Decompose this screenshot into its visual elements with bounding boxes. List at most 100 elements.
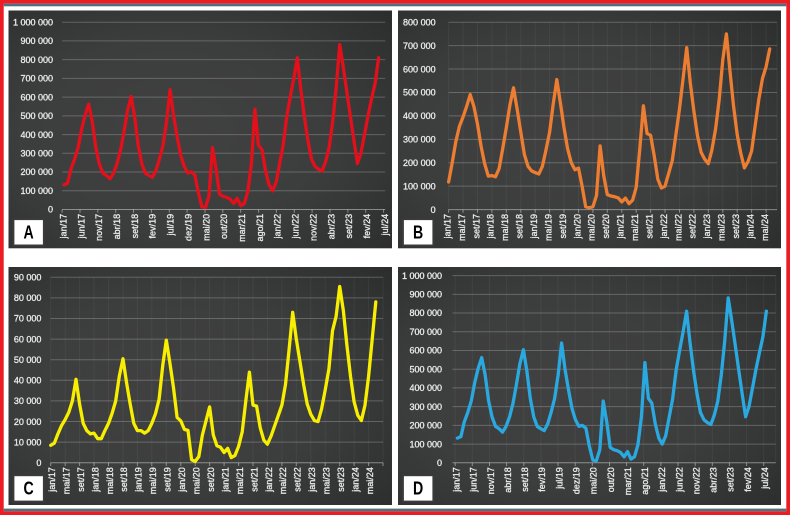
svg-text:jun/22: jun/22 xyxy=(291,214,301,240)
svg-text:mai/24: mai/24 xyxy=(760,214,770,241)
svg-text:700 000: 700 000 xyxy=(20,74,53,84)
svg-text:set/19: set/19 xyxy=(163,467,173,492)
svg-text:30 000: 30 000 xyxy=(14,396,42,406)
svg-text:nov/17: nov/17 xyxy=(486,467,496,494)
svg-text:set/22: set/22 xyxy=(688,214,698,239)
svg-text:set/23: set/23 xyxy=(731,214,741,239)
svg-text:600 000: 600 000 xyxy=(20,92,53,102)
svg-text:out/20: out/20 xyxy=(219,214,229,239)
svg-text:set/23: set/23 xyxy=(336,467,346,492)
svg-text:80 000: 80 000 xyxy=(14,293,42,303)
svg-text:jan/17: jan/17 xyxy=(58,214,68,240)
svg-text:set/23: set/23 xyxy=(726,467,736,492)
svg-text:set/20: set/20 xyxy=(601,214,611,239)
svg-text:jan/17: jan/17 xyxy=(47,467,57,493)
svg-text:fev/19: fev/19 xyxy=(537,467,547,492)
svg-text:jan/17: jan/17 xyxy=(442,214,452,240)
svg-text:mai/23: mai/23 xyxy=(322,467,332,494)
svg-text:jan/22: jan/22 xyxy=(657,467,667,493)
svg-text:100 000: 100 000 xyxy=(20,186,53,196)
svg-text:jan/19: jan/19 xyxy=(134,467,144,493)
svg-text:mai/22: mai/22 xyxy=(673,214,683,241)
svg-text:jul/24: jul/24 xyxy=(760,467,770,490)
svg-text:mai/18: mai/18 xyxy=(500,214,510,241)
svg-text:20 000: 20 000 xyxy=(14,417,42,427)
svg-text:A: A xyxy=(24,223,34,243)
svg-text:0: 0 xyxy=(36,458,41,468)
svg-text:jan/24: jan/24 xyxy=(350,467,360,493)
svg-text:300 000: 300 000 xyxy=(403,135,436,145)
svg-text:jan/24: jan/24 xyxy=(745,214,755,240)
svg-text:dez/19: dez/19 xyxy=(183,214,193,241)
svg-text:mai/17: mai/17 xyxy=(457,214,467,241)
svg-text:mai/23: mai/23 xyxy=(717,214,727,241)
svg-text:40 000: 40 000 xyxy=(14,376,42,386)
svg-text:600 000: 600 000 xyxy=(409,346,442,356)
svg-text:fev/24: fev/24 xyxy=(362,214,372,239)
svg-text:set/21: set/21 xyxy=(249,467,259,492)
svg-text:800 000: 800 000 xyxy=(20,55,53,65)
svg-text:500 000: 500 000 xyxy=(409,364,442,374)
svg-text:set/17: set/17 xyxy=(76,467,86,492)
svg-text:jul/19: jul/19 xyxy=(166,214,176,237)
svg-text:B: B xyxy=(413,223,423,243)
svg-text:dez/19: dez/19 xyxy=(572,467,582,494)
svg-text:mai/20: mai/20 xyxy=(192,467,202,494)
svg-text:mai/21: mai/21 xyxy=(235,467,245,494)
svg-text:jan/17: jan/17 xyxy=(452,467,462,493)
svg-text:700 000: 700 000 xyxy=(403,41,436,51)
svg-text:abr/23: abr/23 xyxy=(709,467,719,493)
svg-text:jan/22: jan/22 xyxy=(659,214,669,240)
svg-text:set/20: set/20 xyxy=(206,467,216,492)
svg-text:500 000: 500 000 xyxy=(403,88,436,98)
svg-text:100 000: 100 000 xyxy=(403,181,436,191)
svg-text:set/18: set/18 xyxy=(119,467,129,492)
svg-text:900 000: 900 000 xyxy=(409,290,442,300)
svg-text:700 000: 700 000 xyxy=(409,327,442,337)
svg-text:abr/18: abr/18 xyxy=(112,214,122,240)
svg-text:90 000: 90 000 xyxy=(14,272,42,282)
svg-text:mai/19: mai/19 xyxy=(148,467,158,494)
svg-text:nov/22: nov/22 xyxy=(308,214,318,241)
svg-text:set/22: set/22 xyxy=(293,467,303,492)
svg-text:jan/21: jan/21 xyxy=(616,214,626,240)
svg-text:mai/20: mai/20 xyxy=(589,467,599,494)
svg-text:set/17: set/17 xyxy=(471,214,481,239)
svg-text:mai/24: mai/24 xyxy=(365,467,375,494)
svg-text:set/18: set/18 xyxy=(130,214,140,239)
svg-text:jan/23: jan/23 xyxy=(702,214,712,240)
svg-text:set/18: set/18 xyxy=(515,214,525,239)
svg-text:jun/22: jun/22 xyxy=(674,467,684,493)
svg-text:10 000: 10 000 xyxy=(14,437,42,447)
svg-text:set/21: set/21 xyxy=(644,214,654,239)
svg-text:jan/22: jan/22 xyxy=(273,214,283,240)
svg-text:ago/21: ago/21 xyxy=(640,467,650,495)
svg-text:set/18: set/18 xyxy=(520,467,530,492)
svg-text:out/20: out/20 xyxy=(606,467,616,492)
svg-text:jan/23: jan/23 xyxy=(307,467,317,493)
svg-text:400 000: 400 000 xyxy=(403,111,436,121)
svg-text:fev/19: fev/19 xyxy=(148,214,158,239)
svg-text:200 000: 200 000 xyxy=(20,167,53,177)
svg-text:200 000: 200 000 xyxy=(409,421,442,431)
svg-text:800 000: 800 000 xyxy=(403,17,436,27)
svg-text:jun/17: jun/17 xyxy=(76,214,86,240)
svg-text:nov/17: nov/17 xyxy=(94,214,104,241)
svg-text:50 000: 50 000 xyxy=(14,355,42,365)
svg-text:300 000: 300 000 xyxy=(409,402,442,412)
svg-text:0: 0 xyxy=(431,205,436,215)
svg-text:jul/24: jul/24 xyxy=(380,214,390,237)
svg-text:mai/22: mai/22 xyxy=(278,467,288,494)
svg-text:abr/18: abr/18 xyxy=(503,467,513,493)
svg-text:70 000: 70 000 xyxy=(14,314,42,324)
svg-text:set/19: set/19 xyxy=(558,214,568,239)
svg-text:abr/23: abr/23 xyxy=(326,214,336,240)
svg-text:mai/17: mai/17 xyxy=(62,467,72,494)
svg-text:jan/18: jan/18 xyxy=(486,214,496,240)
svg-text:mai/20: mai/20 xyxy=(587,214,597,241)
svg-text:400 000: 400 000 xyxy=(409,383,442,393)
svg-text:ago/21: ago/21 xyxy=(255,214,265,242)
svg-text:600 000: 600 000 xyxy=(403,64,436,74)
svg-text:jan/18: jan/18 xyxy=(90,467,100,493)
svg-text:mar/21: mar/21 xyxy=(237,214,247,242)
